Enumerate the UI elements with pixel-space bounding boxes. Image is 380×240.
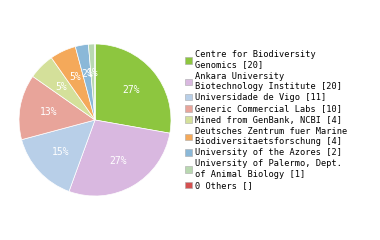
Wedge shape [95, 44, 171, 133]
Text: 5%: 5% [69, 72, 81, 82]
Text: 1%: 1% [87, 68, 99, 78]
Wedge shape [89, 44, 95, 120]
Wedge shape [19, 76, 95, 140]
Wedge shape [69, 120, 170, 196]
Wedge shape [22, 120, 95, 192]
Wedge shape [75, 44, 95, 120]
Text: 27%: 27% [122, 85, 140, 95]
Legend: Centre for Biodiversity
Genomics [20], Ankara University
Biotechnology Institute: Centre for Biodiversity Genomics [20], A… [185, 50, 347, 190]
Text: 5%: 5% [56, 82, 68, 92]
Text: 27%: 27% [110, 156, 127, 166]
Text: 15%: 15% [51, 147, 69, 157]
Wedge shape [33, 58, 95, 120]
Wedge shape [51, 47, 95, 120]
Text: 13%: 13% [40, 107, 57, 117]
Text: 2%: 2% [81, 69, 93, 78]
